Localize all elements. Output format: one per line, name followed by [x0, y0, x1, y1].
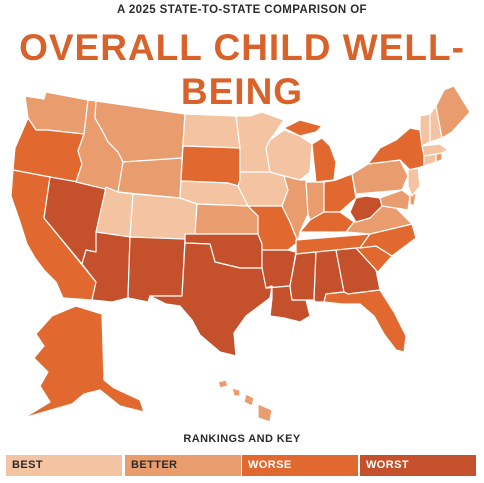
state-me[interactable]: [435, 85, 471, 139]
key-heading: RANKINGS AND KEY: [183, 433, 301, 445]
state-md[interactable]: [379, 189, 411, 211]
map-subtitle: A 2025 STATE-TO-STATE COMPARISON OF: [117, 4, 367, 16]
state-ks[interactable]: [194, 203, 259, 235]
state-wv[interactable]: [349, 195, 383, 223]
state-il[interactable]: [281, 175, 309, 243]
key-better-label: BETTER: [131, 459, 178, 471]
key-worst-label: WORST: [366, 459, 409, 471]
state-hi[interactable]: [217, 379, 273, 423]
state-ma[interactable]: [421, 143, 449, 157]
state-wi[interactable]: [265, 129, 313, 181]
us-state-map: [10, 85, 471, 423]
state-sd[interactable]: [180, 145, 241, 187]
key-best-label: BEST: [12, 459, 43, 471]
state-tx[interactable]: [149, 242, 273, 357]
state-pa[interactable]: [351, 159, 409, 195]
state-mi[interactable]: [283, 119, 337, 183]
key-better: BETTER: [125, 455, 241, 476]
state-wy[interactable]: [117, 157, 183, 199]
key-best: BEST: [6, 455, 122, 476]
state-ak[interactable]: [23, 305, 145, 419]
key-worse-label: WORSE: [248, 459, 292, 471]
state-nm[interactable]: [127, 236, 186, 303]
state-vt[interactable]: [419, 113, 431, 147]
state-nd[interactable]: [182, 113, 241, 149]
key-worse: WORSE: [242, 455, 358, 476]
map-title: OVERALL CHILD WELL-BEING: [19, 27, 465, 112]
state-nj[interactable]: [407, 167, 421, 197]
key-worst: WORST: [360, 455, 476, 476]
state-fl[interactable]: [323, 289, 407, 353]
state-ia[interactable]: [237, 171, 289, 207]
